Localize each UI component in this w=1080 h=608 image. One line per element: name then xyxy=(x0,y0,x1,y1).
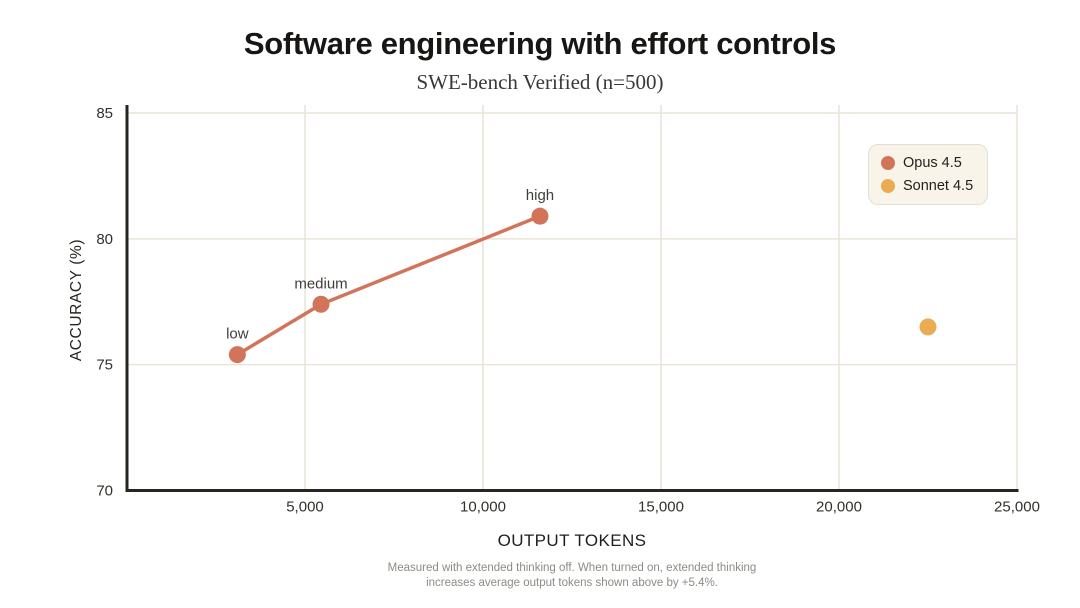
data-point-opus-4-5-low xyxy=(228,346,246,364)
x-tick-label-15000: 15,000 xyxy=(638,499,684,516)
y-tick-label-70: 70 xyxy=(96,483,113,500)
x-tick-label-25000: 25,000 xyxy=(994,499,1040,516)
legend-label-sonnet: Sonnet 4.5 xyxy=(903,178,974,194)
y-tick-label-80: 80 xyxy=(96,231,113,248)
point-label-low: low xyxy=(226,326,249,343)
data-point-opus-4-5-high xyxy=(531,207,549,225)
legend-item-sonnet: Sonnet 4.5 xyxy=(881,178,975,194)
chart-footnote: Measured with extended thinking off. Whe… xyxy=(127,561,1017,591)
legend: Opus 4.5 Sonnet 4.5 xyxy=(868,144,988,205)
opus-series-dot-icon xyxy=(881,156,895,170)
series-line-opus-4-5 xyxy=(235,214,542,357)
legend-label-opus: Opus 4.5 xyxy=(903,155,962,171)
data-point-opus-4-5-medium xyxy=(312,295,330,313)
y-tick-label-75: 75 xyxy=(96,357,113,374)
footnote-line-2: increases average output tokens shown ab… xyxy=(426,577,718,589)
x-tick-label-20000: 20,000 xyxy=(816,499,862,516)
legend-item-opus: Opus 4.5 xyxy=(881,155,975,171)
sonnet-series-dot-icon xyxy=(881,179,895,193)
footnote-line-1: Measured with extended thinking off. Whe… xyxy=(387,562,757,574)
data-point-sonnet-4-5 xyxy=(919,318,937,336)
x-tick-label-10000: 10,000 xyxy=(460,499,506,516)
x-axis-title: OUTPUT TOKENS xyxy=(497,531,647,550)
x-tick-label-5000: 5,000 xyxy=(286,499,324,516)
point-label-medium: medium xyxy=(294,275,347,292)
chart-subtitle: SWE-bench Verified (n=500) xyxy=(416,70,664,94)
y-axis-title: ACCURACY (%) xyxy=(68,238,85,362)
y-tick-label-85: 85 xyxy=(96,105,113,122)
chart-title: Software engineering with effort control… xyxy=(243,26,837,61)
point-label-high: high xyxy=(526,187,554,204)
